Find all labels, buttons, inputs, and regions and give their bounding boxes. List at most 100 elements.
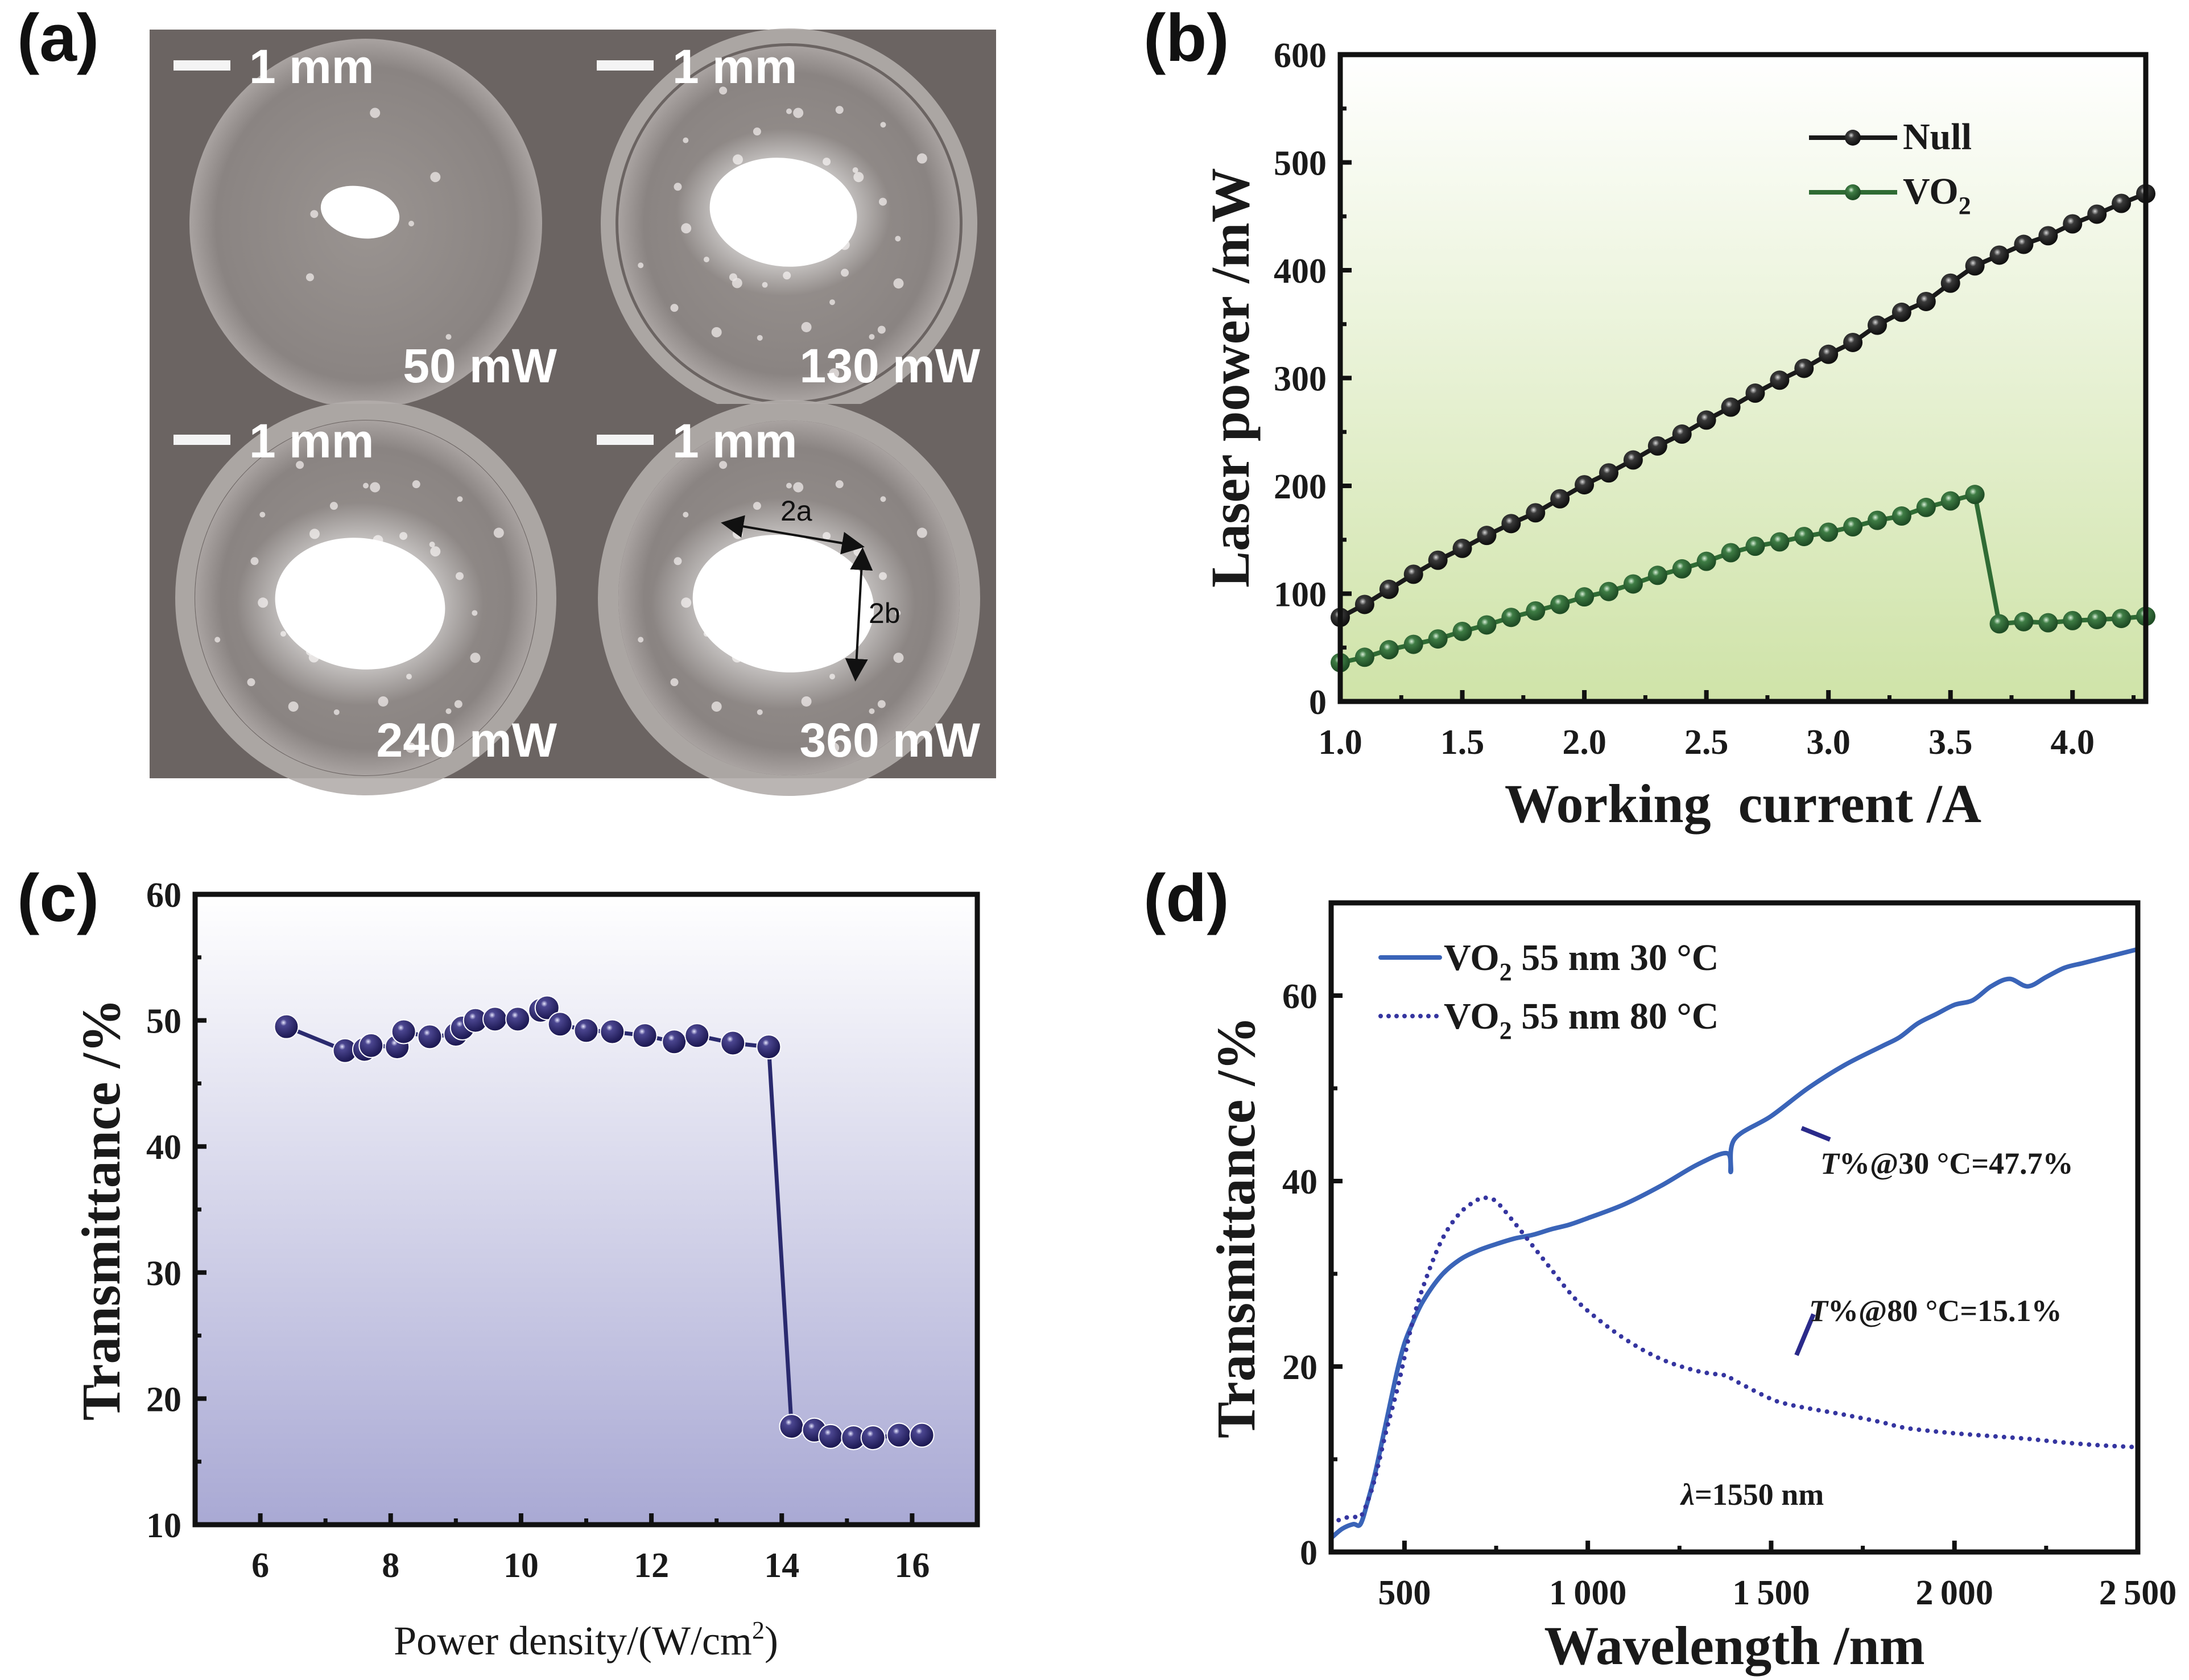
beam-image-3: 1 mm 240 mW (150, 401, 573, 795)
dimension-label-2a: 2a (780, 495, 812, 527)
data-point-vo2 (1354, 647, 1374, 667)
data-point-null (2112, 193, 2132, 213)
data-point-vo2 (1794, 527, 1814, 547)
speckle (719, 461, 728, 469)
chart-c-xtick-label: 14 (764, 1546, 799, 1585)
data-point-null (1647, 436, 1667, 456)
chart-d-xtick-label: 2 000 (1916, 1574, 1993, 1612)
speckle (370, 482, 381, 493)
chart-d-xtick-label: 1 000 (1549, 1574, 1626, 1612)
data-point-vo2 (2014, 612, 2034, 631)
speckle (309, 529, 320, 539)
speckle (733, 210, 742, 218)
chart-b-xtick-label: 3.0 (1806, 723, 1851, 762)
chart-c-xtick-label: 16 (894, 1546, 930, 1585)
speckle (757, 709, 763, 715)
speckle (762, 656, 768, 662)
data-point-null (1989, 245, 2009, 265)
speckle (916, 153, 927, 164)
speckle (493, 527, 504, 538)
speckle (823, 158, 831, 166)
speckle (373, 535, 383, 546)
scale-bar (174, 60, 230, 71)
chart-c-ytick-label: 10 (146, 1506, 181, 1545)
annotation-wavelength: λ=1550 nm (1680, 1477, 1824, 1512)
data-point-null (1672, 424, 1692, 444)
speckle (732, 652, 742, 663)
dimension-arrow-2a (721, 515, 865, 555)
dimension-label-2b: 2b (869, 597, 901, 629)
beam-spot (275, 538, 445, 670)
data-point-null (2063, 214, 2083, 234)
speckle (839, 240, 850, 250)
chart-c-ytick-label: 60 (146, 876, 181, 915)
speckle (360, 646, 368, 654)
panel-label-c: (c) (17, 861, 100, 936)
data-point (462, 1008, 488, 1033)
speckle (733, 529, 744, 539)
data-point (443, 1021, 469, 1047)
data-point-vo2 (1379, 640, 1399, 660)
data-point-vo2 (1868, 510, 1887, 530)
beam-spot-glow (651, 498, 915, 709)
chart-b-xtick-label: 4.0 (2051, 723, 2095, 762)
data-point (547, 1012, 573, 1037)
image-background (573, 30, 996, 404)
chart-c-ylabel: Transmittance /% (71, 998, 131, 1421)
data-point (802, 1417, 827, 1443)
dimension-arrow-2b (845, 547, 873, 682)
chart-b-ytick-label: 300 (1274, 360, 1327, 399)
data-point (352, 1037, 377, 1062)
speckle (786, 108, 792, 114)
speckle (839, 614, 850, 625)
data-point-null (1403, 564, 1423, 584)
chart-b-xlabel: Working current /A (1505, 773, 1981, 834)
speckle (869, 334, 875, 340)
speckle (793, 482, 804, 493)
data-point-vo2 (1647, 565, 1667, 585)
speckle (733, 584, 742, 593)
speckle (681, 223, 692, 234)
speckle (670, 678, 679, 687)
speckle (342, 432, 349, 438)
power-label: 240 mW (377, 713, 557, 767)
chart-b-plot-background (1340, 55, 2146, 701)
speckle (703, 631, 709, 637)
sample-disk (189, 39, 542, 408)
speckle (853, 546, 864, 557)
speckle (895, 610, 901, 616)
speckle (638, 637, 644, 643)
data-point-null (1599, 463, 1618, 483)
data-point-null (1965, 256, 1985, 276)
chart-b-frame (1337, 52, 2149, 704)
chart-c-ytick-label: 40 (146, 1128, 181, 1167)
annotation-30c: T%@30 °C=47.7% (1820, 1146, 2074, 1180)
chart-c-xtick-label: 6 (251, 1546, 269, 1585)
scale-bar (597, 435, 654, 445)
speckle (832, 221, 837, 226)
data-point (358, 1033, 384, 1058)
speckle (841, 643, 849, 651)
speckle (703, 257, 709, 263)
speckle (416, 614, 427, 625)
legend-label-80c: VO2 55 nm 80 °C (1444, 996, 1719, 1045)
speckle (214, 637, 221, 643)
chart-b-xtick-label: 1.0 (1318, 723, 1362, 762)
chart-b-ylabel: Laser power /mW (1200, 168, 1261, 588)
speckle (259, 511, 266, 518)
chart-b-ytick-label: 400 (1274, 252, 1327, 291)
data-point-vo2 (1526, 601, 1546, 621)
data-point-vo2 (2112, 609, 2132, 629)
speckle (893, 278, 904, 289)
chart-d-xlabel: Wavelength /nm (1544, 1615, 1924, 1676)
speckle (329, 502, 338, 510)
speckle (258, 597, 269, 608)
speckle (753, 127, 761, 136)
speckle (762, 282, 768, 288)
speckle (853, 172, 864, 183)
data-point (449, 1015, 475, 1041)
chart-d-legend: VO2 55 nm 30 °C VO2 55 nm 80 °C (1378, 937, 1719, 1045)
data-point-vo2 (1428, 629, 1448, 649)
speckle (852, 542, 858, 548)
data-point-vo2 (1672, 559, 1692, 579)
